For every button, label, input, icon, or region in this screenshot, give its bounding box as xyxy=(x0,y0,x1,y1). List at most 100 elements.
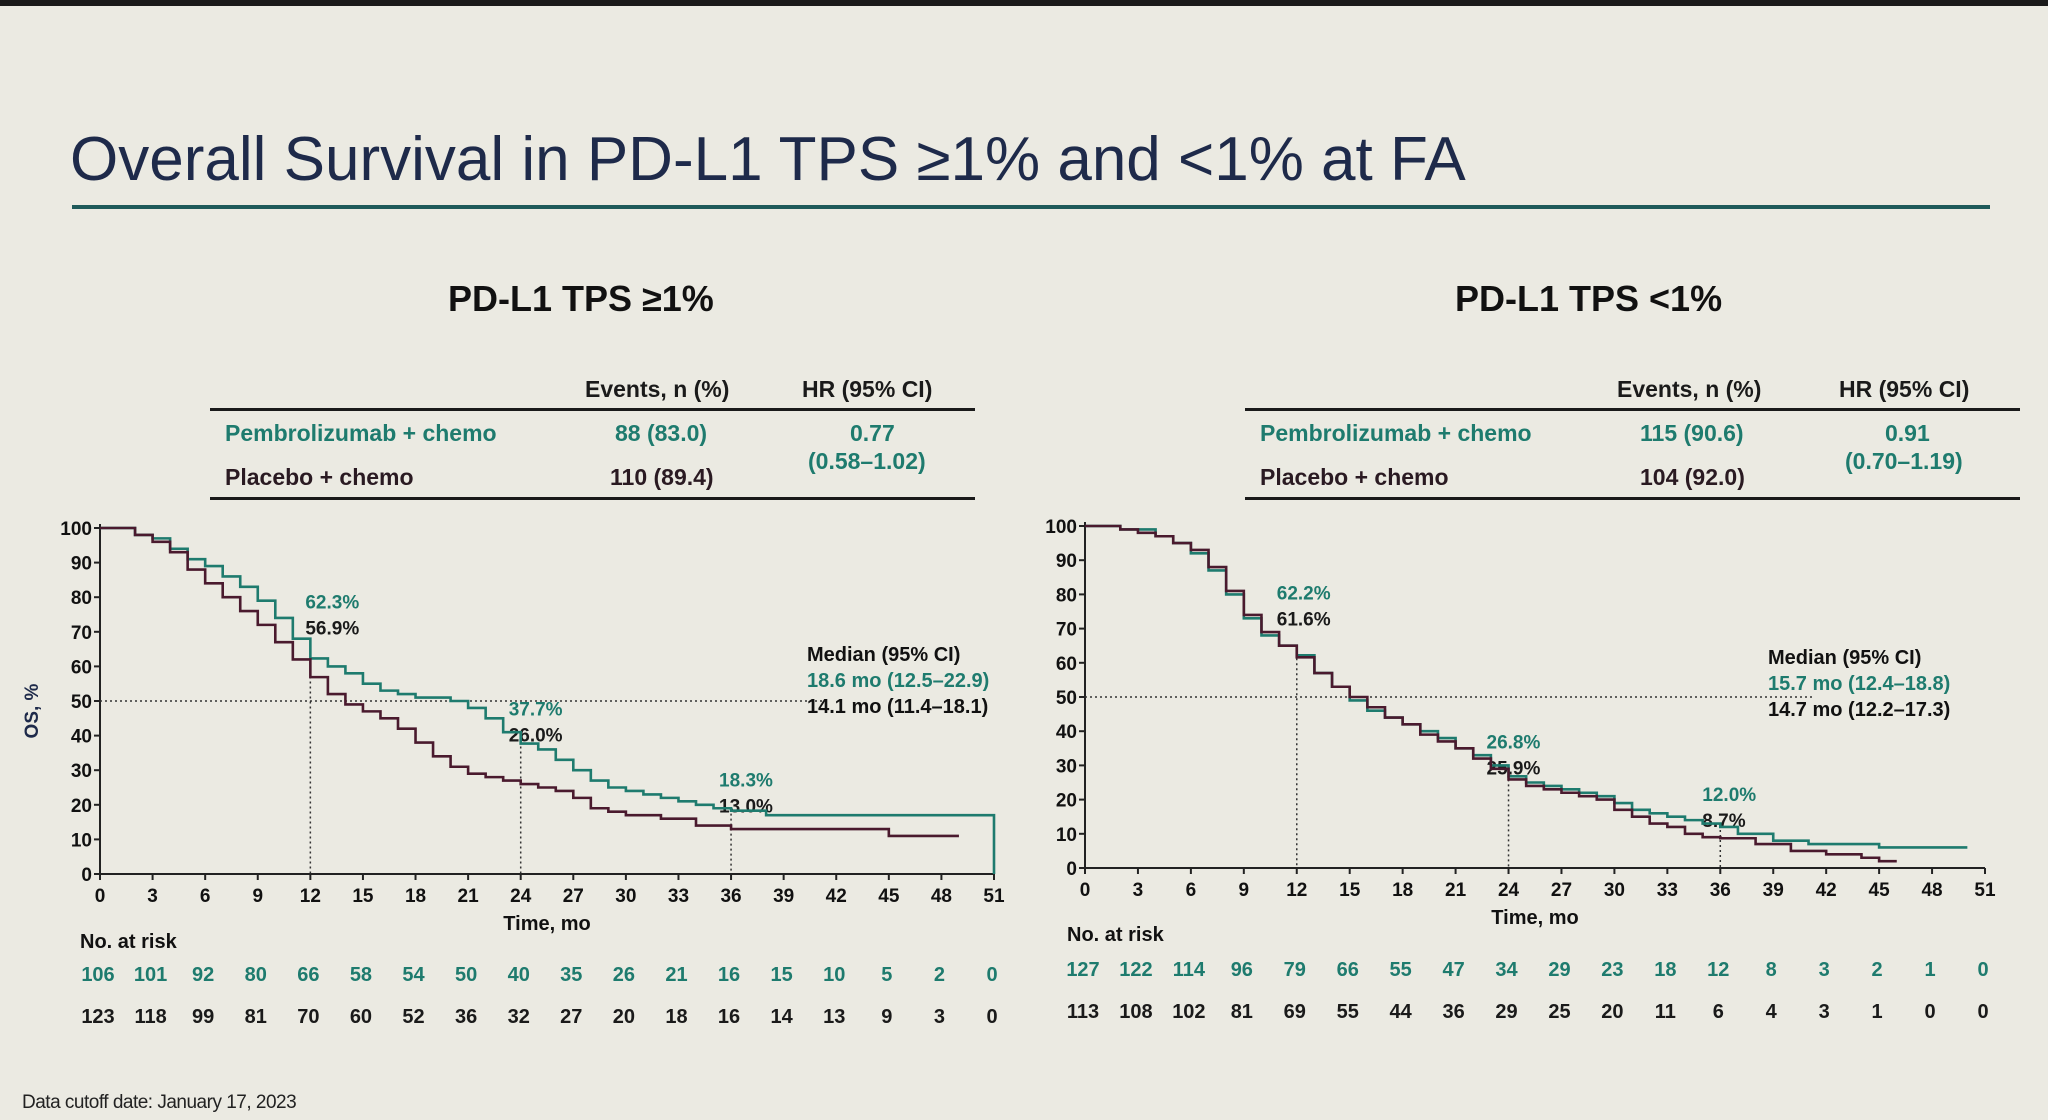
x-tick-label: 39 xyxy=(1763,880,1784,901)
at-risk-pembro: 12 xyxy=(1707,959,1729,981)
at-risk-pembro: 15 xyxy=(771,964,793,986)
at-risk-placebo: 108 xyxy=(1119,1001,1152,1023)
table-top-rule xyxy=(210,408,975,411)
at-risk-pembro: 0 xyxy=(1977,959,1988,981)
landmark-label-pembro: 12.0% xyxy=(1702,785,1756,806)
x-tick-label: 0 xyxy=(1080,880,1091,901)
at-risk-placebo: 3 xyxy=(1819,1001,1830,1023)
at-risk-pembro: 34 xyxy=(1495,959,1518,981)
y-axis-label: OS, % xyxy=(22,683,43,738)
slide: Overall Survival in PD-L1 TPS ≥1% and <1… xyxy=(0,6,2048,1120)
x-tick-label: 51 xyxy=(983,886,1005,907)
at-risk-placebo: 1 xyxy=(1872,1001,1883,1023)
arm-placebo-label: Placebo + chemo xyxy=(225,464,414,490)
x-tick-label: 33 xyxy=(668,886,689,907)
at-risk-pembro: 66 xyxy=(1337,959,1359,981)
at-risk-placebo: 20 xyxy=(613,1006,635,1028)
x-tick-label: 18 xyxy=(1392,880,1413,901)
x-tick-label: 51 xyxy=(1974,880,1996,901)
landmark-label-pembro: 18.3% xyxy=(719,771,773,792)
x-tick-label: 42 xyxy=(1816,880,1837,901)
events-pembro: 115 (90.6) xyxy=(1640,420,1744,446)
at-risk-pembro: 29 xyxy=(1548,959,1570,981)
landmark-label-placebo: 13.0% xyxy=(719,797,773,818)
y-tick-label: 100 xyxy=(60,519,92,540)
at-risk-placebo: 118 xyxy=(134,1006,166,1028)
at-risk-pembro: 16 xyxy=(718,964,740,986)
at-risk-placebo: 3 xyxy=(934,1006,945,1028)
at-risk-pembro: 18 xyxy=(1654,959,1676,981)
events-pembro: 88 (83.0) xyxy=(615,420,708,446)
at-risk-pembro: 23 xyxy=(1601,959,1623,981)
hr-ci: (0.70–1.19) xyxy=(1845,448,1963,474)
at-risk-placebo: 13 xyxy=(823,1006,845,1028)
at-risk-pembro: 40 xyxy=(508,964,530,986)
at-risk-placebo: 16 xyxy=(718,1006,740,1028)
median-pembro: 15.7 mo (12.4–18.8) xyxy=(1768,673,1950,695)
at-risk-placebo: 14 xyxy=(771,1006,794,1028)
arm-pembro-label: Pembrolizumab + chemo xyxy=(1260,420,1532,446)
at-risk-placebo: 32 xyxy=(508,1006,530,1028)
at-risk-pembro: 55 xyxy=(1390,959,1412,981)
at-risk-pembro: 47 xyxy=(1442,959,1464,981)
at-risk-placebo: 9 xyxy=(881,1006,892,1028)
at-risk-pembro: 66 xyxy=(297,964,319,986)
landmark-label-pembro: 62.3% xyxy=(305,592,359,613)
x-tick-label: 36 xyxy=(1710,880,1731,901)
table-top-rule xyxy=(1245,408,2020,411)
x-tick-label: 9 xyxy=(1239,880,1250,901)
at-risk-placebo: 99 xyxy=(192,1006,214,1028)
x-tick-label: 30 xyxy=(615,886,636,907)
at-risk-pembro: 35 xyxy=(560,964,582,986)
at-risk-placebo: 69 xyxy=(1284,1001,1306,1023)
landmark-label-placebo: 61.6% xyxy=(1277,609,1331,630)
y-tick-label: 0 xyxy=(81,865,92,886)
events-table-tps-ge1: Events, n (%) HR (95% CI) Pembrolizumab … xyxy=(210,376,975,502)
y-tick-label: 30 xyxy=(1056,756,1077,777)
at-risk-placebo: 0 xyxy=(1977,1001,1988,1023)
panel-title-tps-lt1: PD-L1 TPS <1% xyxy=(1455,278,1723,319)
x-tick-label: 45 xyxy=(1869,880,1891,901)
at-risk-heading: No. at risk xyxy=(80,931,178,953)
y-tick-label: 50 xyxy=(71,692,92,713)
median-placebo: 14.7 mo (12.2–17.3) xyxy=(1768,699,1950,721)
y-tick-label: 80 xyxy=(71,588,92,609)
events-placebo: 110 (89.4) xyxy=(610,464,714,490)
x-tick-label: 15 xyxy=(1339,880,1361,901)
y-tick-label: 30 xyxy=(71,761,92,782)
at-risk-pembro: 5 xyxy=(881,964,892,986)
hr-value: 0.77 xyxy=(850,420,895,446)
x-tick-label: 12 xyxy=(1286,880,1307,901)
hr-header: HR (95% CI) xyxy=(802,376,933,402)
at-risk-placebo: 60 xyxy=(350,1006,372,1028)
x-tick-label: 6 xyxy=(1186,880,1197,901)
at-risk-pembro: 10 xyxy=(823,964,845,986)
events-header: Events, n (%) xyxy=(585,376,730,402)
x-axis-label: Time, mo xyxy=(503,913,590,935)
at-risk-pembro: 122 xyxy=(1119,959,1152,981)
at-risk-placebo: 0 xyxy=(986,1006,997,1028)
at-risk-pembro: 80 xyxy=(245,964,267,986)
y-tick-label: 10 xyxy=(71,830,92,851)
x-tick-label: 18 xyxy=(405,886,426,907)
panel-title-tps-ge1: PD-L1 TPS ≥1% xyxy=(448,278,714,319)
landmark-label-placebo: 56.9% xyxy=(305,618,359,639)
at-risk-placebo: 6 xyxy=(1713,1001,1724,1023)
y-tick-label: 20 xyxy=(71,796,92,817)
y-tick-label: 60 xyxy=(71,657,92,678)
km-curve-placebo xyxy=(100,526,959,838)
x-tick-label: 42 xyxy=(826,886,847,907)
at-risk-placebo: 11 xyxy=(1655,1001,1676,1023)
events-table-tps-lt1: Events, n (%) HR (95% CI) Pembrolizumab … xyxy=(1245,376,2020,502)
y-tick-label: 70 xyxy=(1056,620,1077,641)
x-tick-label: 45 xyxy=(878,886,900,907)
at-risk-placebo: 36 xyxy=(455,1006,477,1028)
at-risk-placebo: 27 xyxy=(560,1006,582,1028)
at-risk-pembro: 0 xyxy=(986,964,997,986)
x-tick-label: 3 xyxy=(147,886,158,907)
x-tick-label: 3 xyxy=(1133,880,1144,901)
events-header: Events, n (%) xyxy=(1617,376,1762,402)
at-risk-pembro: 2 xyxy=(1872,959,1883,981)
x-tick-label: 0 xyxy=(95,886,106,907)
